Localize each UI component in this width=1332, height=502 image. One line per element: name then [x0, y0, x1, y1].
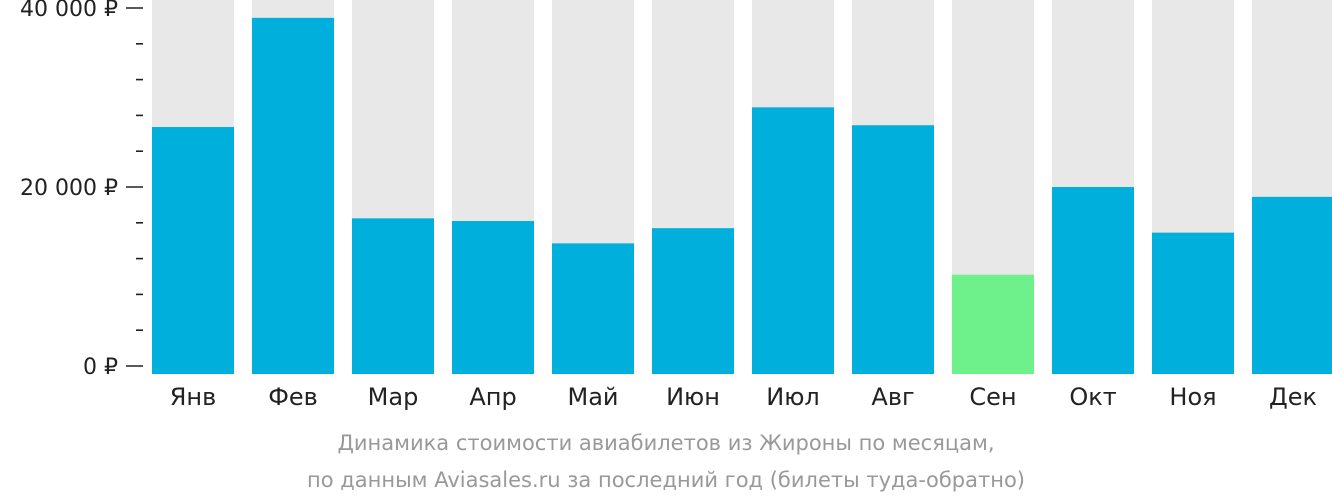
- y-tick-label: 40 000 ₽: [20, 0, 118, 22]
- x-tick-label: Авг: [871, 383, 914, 411]
- y-axis: 0 ₽ 20 000 ₽ 40 000 ₽: [20, 0, 143, 380]
- x-tick-label: Дек: [1269, 383, 1317, 411]
- bar-8[interactable]: [852, 125, 934, 375]
- bar-12[interactable]: [1252, 196, 1332, 374]
- bar-3[interactable]: [352, 218, 434, 374]
- bar-5[interactable]: [552, 243, 634, 374]
- bar-chart: 0 ₽ 20 000 ₽ 40 000 ₽ Янв Фев Мар Апр Май Июн Ию…: [20, 0, 1332, 411]
- x-tick-label: Июн: [666, 383, 720, 411]
- data-bars: [152, 17, 1332, 375]
- caption-line-2: по данным Aviasales.ru за последний год …: [307, 468, 1025, 492]
- bar-1[interactable]: [152, 127, 234, 374]
- x-tick-label: Июл: [766, 383, 820, 411]
- y-tick-label: 0 ₽: [83, 355, 118, 380]
- x-tick-label: Фев: [268, 383, 318, 411]
- bar-2[interactable]: [252, 17, 334, 374]
- x-tick-label: Янв: [170, 383, 217, 411]
- x-tick-label: Сен: [969, 383, 1016, 411]
- bar-11[interactable]: [1152, 232, 1234, 374]
- x-tick-label: Апр: [469, 383, 516, 411]
- x-tick-label: Май: [567, 383, 618, 411]
- x-tick-label: Окт: [1069, 383, 1116, 411]
- x-tick-label: Мар: [368, 383, 419, 411]
- bar-4[interactable]: [452, 221, 534, 374]
- x-tick-label: Ноя: [1169, 383, 1216, 411]
- x-axis: Янв Фев Мар Апр Май Июн Июл Авг Сен Окт Ноя Дек: [170, 383, 1317, 411]
- bar-10[interactable]: [1052, 187, 1134, 374]
- caption-line-1: Динамика стоимости авиабилетов из Жироны…: [337, 431, 995, 455]
- y-tick-label: 20 000 ₽: [20, 176, 118, 201]
- bar-9[interactable]: [952, 274, 1034, 374]
- bar-6[interactable]: [652, 228, 734, 374]
- bar-7[interactable]: [752, 107, 834, 374]
